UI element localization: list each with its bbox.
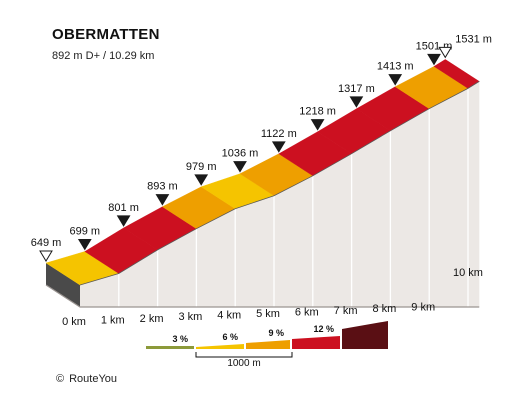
end-elevation-label: 1531 m: [455, 33, 492, 45]
elevation-label: 979 m: [186, 161, 217, 173]
distance-label: 10 km: [453, 267, 483, 279]
distance-label: 8 km: [372, 303, 396, 315]
chart-title: OBERMATTEN: [52, 26, 160, 43]
legend-label: 6 %: [222, 332, 238, 342]
elevation-label: 801 m: [108, 202, 139, 214]
distance-label: 0 km: [62, 316, 86, 328]
distance-label: 2 km: [140, 313, 164, 325]
distance-label: 1 km: [101, 314, 125, 326]
elevation-marker: [349, 96, 364, 108]
legend-swatch: [246, 340, 290, 349]
elevation-marker: [116, 215, 131, 227]
elevation-label: 1413 m: [377, 61, 414, 73]
profile-base-edge: [45, 284, 480, 308]
start-marker: [39, 250, 53, 262]
distance-label: 3 km: [178, 311, 202, 323]
distance-label: 4 km: [217, 310, 241, 322]
chart-subtitle: 892 m D+ / 10.29 km: [52, 50, 155, 62]
profile-front-edge: [79, 81, 480, 286]
distance-label: 7 km: [334, 305, 358, 317]
legend-swatch: [146, 346, 194, 349]
elevation-marker: [388, 74, 403, 86]
legend-swatch: [342, 321, 388, 349]
distance-label: 9 km: [411, 302, 435, 314]
elevation-marker: [427, 53, 441, 66]
end-marker: [438, 46, 453, 59]
elevation-label: 893 m: [147, 181, 178, 193]
elevation-label: 1317 m: [338, 83, 375, 95]
elevation-marker: [194, 174, 209, 186]
elevation-label: 1218 m: [299, 106, 336, 118]
copyright-text: RouteYou: [69, 373, 118, 385]
distance-label: 6 km: [295, 306, 319, 318]
elevation-label: 699 m: [70, 225, 101, 237]
legend-label: 3 %: [172, 334, 188, 344]
legend-swatch: [292, 336, 340, 349]
elevation-label: 1036 m: [222, 148, 259, 160]
distance-label: 5 km: [256, 308, 280, 320]
legend-scale-bar: [195, 352, 293, 358]
copyright-notice: © RouteYou: [56, 373, 117, 385]
legend-label: 12 %: [313, 324, 334, 334]
elevation-label: 649 m: [31, 237, 62, 249]
legend-label: 9 %: [268, 328, 284, 338]
legend-swatch: [196, 344, 244, 349]
elevation-marker: [77, 238, 92, 251]
elevation-marker: [155, 194, 170, 206]
legend-scale-label: 1000 m: [227, 358, 260, 369]
elevation-marker: [310, 119, 325, 131]
profile-side-wall: [80, 81, 480, 308]
elevation-marker: [233, 161, 247, 173]
profile-start-cap: [46, 263, 80, 307]
elevation-marker: [271, 141, 286, 153]
elevation-label: 1122 m: [261, 128, 297, 140]
copyright-icon: ©: [56, 373, 65, 385]
